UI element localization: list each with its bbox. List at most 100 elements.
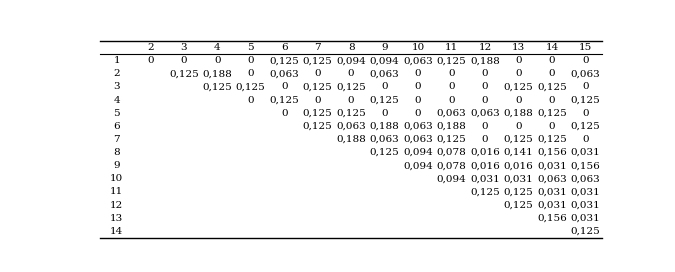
Text: 0: 0	[281, 109, 288, 118]
Text: 2: 2	[113, 69, 120, 78]
Text: 0,094: 0,094	[370, 56, 400, 65]
Text: 0: 0	[448, 69, 455, 78]
Text: 0,031: 0,031	[537, 187, 567, 196]
Text: 15: 15	[579, 43, 592, 52]
Text: 0,031: 0,031	[504, 174, 533, 183]
Text: 0: 0	[482, 95, 489, 104]
Text: 0: 0	[583, 56, 589, 65]
Text: 0: 0	[549, 69, 556, 78]
Text: 0,141: 0,141	[504, 148, 533, 157]
Text: 0,125: 0,125	[537, 135, 567, 144]
Text: 0,125: 0,125	[437, 56, 466, 65]
Text: 0,094: 0,094	[403, 161, 433, 170]
Text: 0: 0	[549, 95, 556, 104]
Text: 3: 3	[113, 82, 120, 91]
Text: 0,188: 0,188	[336, 135, 366, 144]
Text: 0: 0	[248, 56, 254, 65]
Text: 0,031: 0,031	[570, 187, 600, 196]
Text: 4: 4	[214, 43, 221, 52]
Text: 12: 12	[479, 43, 491, 52]
Text: 3: 3	[180, 43, 187, 52]
Text: 0: 0	[381, 82, 388, 91]
Text: 14: 14	[110, 227, 124, 236]
Text: 0: 0	[515, 56, 522, 65]
Text: 11: 11	[110, 187, 124, 196]
Text: 0,156: 0,156	[537, 214, 567, 223]
Text: 12: 12	[110, 200, 124, 210]
Text: 0,031: 0,031	[570, 214, 600, 223]
Text: 0: 0	[248, 95, 254, 104]
Text: 0,125: 0,125	[236, 82, 265, 91]
Text: 5: 5	[113, 109, 120, 118]
Text: 0,063: 0,063	[403, 135, 433, 144]
Text: 14: 14	[545, 43, 559, 52]
Text: 0,063: 0,063	[403, 56, 433, 65]
Text: 0: 0	[415, 69, 421, 78]
Text: 0,031: 0,031	[570, 148, 600, 157]
Text: 0,188: 0,188	[437, 122, 466, 131]
Text: 0,125: 0,125	[537, 109, 567, 118]
Text: 0: 0	[583, 82, 589, 91]
Text: 13: 13	[110, 214, 124, 223]
Text: 0,016: 0,016	[470, 148, 500, 157]
Text: 9: 9	[381, 43, 388, 52]
Text: 0,063: 0,063	[370, 69, 400, 78]
Text: 0,125: 0,125	[303, 56, 333, 65]
Text: 11: 11	[445, 43, 458, 52]
Text: 0,031: 0,031	[470, 174, 500, 183]
Text: 0,063: 0,063	[470, 109, 500, 118]
Text: 0,063: 0,063	[570, 174, 600, 183]
Text: 0,125: 0,125	[336, 82, 366, 91]
Text: 1: 1	[113, 56, 120, 65]
Text: 0,125: 0,125	[504, 135, 533, 144]
Text: 0,156: 0,156	[570, 161, 600, 170]
Text: 0,188: 0,188	[470, 56, 500, 65]
Text: 0,188: 0,188	[370, 122, 400, 131]
Text: 0: 0	[549, 56, 556, 65]
Text: 0: 0	[348, 95, 354, 104]
Text: 0,125: 0,125	[269, 56, 299, 65]
Text: 0: 0	[315, 95, 321, 104]
Text: 0,094: 0,094	[403, 148, 433, 157]
Text: 0,125: 0,125	[303, 82, 333, 91]
Text: 0,063: 0,063	[437, 109, 466, 118]
Text: 2: 2	[147, 43, 154, 52]
Text: 0,063: 0,063	[537, 174, 567, 183]
Text: 0: 0	[515, 95, 522, 104]
Text: 0,125: 0,125	[504, 200, 533, 210]
Text: 8: 8	[348, 43, 354, 52]
Text: 0,094: 0,094	[336, 56, 366, 65]
Text: 0,125: 0,125	[570, 122, 600, 131]
Text: 0: 0	[180, 56, 187, 65]
Text: 0,063: 0,063	[403, 122, 433, 131]
Text: 0,016: 0,016	[470, 161, 500, 170]
Text: 0,125: 0,125	[303, 122, 333, 131]
Text: 10: 10	[412, 43, 425, 52]
Text: 6: 6	[281, 43, 288, 52]
Text: 0,125: 0,125	[504, 82, 533, 91]
Text: 0,125: 0,125	[570, 227, 600, 236]
Text: 0,031: 0,031	[537, 161, 567, 170]
Text: 0: 0	[348, 69, 354, 78]
Text: 0,063: 0,063	[269, 69, 299, 78]
Text: 0: 0	[315, 69, 321, 78]
Text: 0,031: 0,031	[570, 200, 600, 210]
Text: 0: 0	[515, 122, 522, 131]
Text: 0: 0	[515, 69, 522, 78]
Text: 0,188: 0,188	[202, 69, 232, 78]
Text: 0: 0	[248, 69, 254, 78]
Text: 0,125: 0,125	[470, 187, 500, 196]
Text: 0: 0	[549, 122, 556, 131]
Text: 0: 0	[448, 82, 455, 91]
Text: 0,156: 0,156	[537, 148, 567, 157]
Text: 0,125: 0,125	[169, 69, 198, 78]
Text: 0: 0	[281, 82, 288, 91]
Text: 4: 4	[113, 95, 120, 104]
Text: 0,031: 0,031	[537, 200, 567, 210]
Text: 0,125: 0,125	[269, 95, 299, 104]
Text: 7: 7	[315, 43, 321, 52]
Text: 8: 8	[113, 148, 120, 157]
Text: 6: 6	[113, 122, 120, 131]
Text: 0: 0	[482, 135, 489, 144]
Text: 0,125: 0,125	[336, 109, 366, 118]
